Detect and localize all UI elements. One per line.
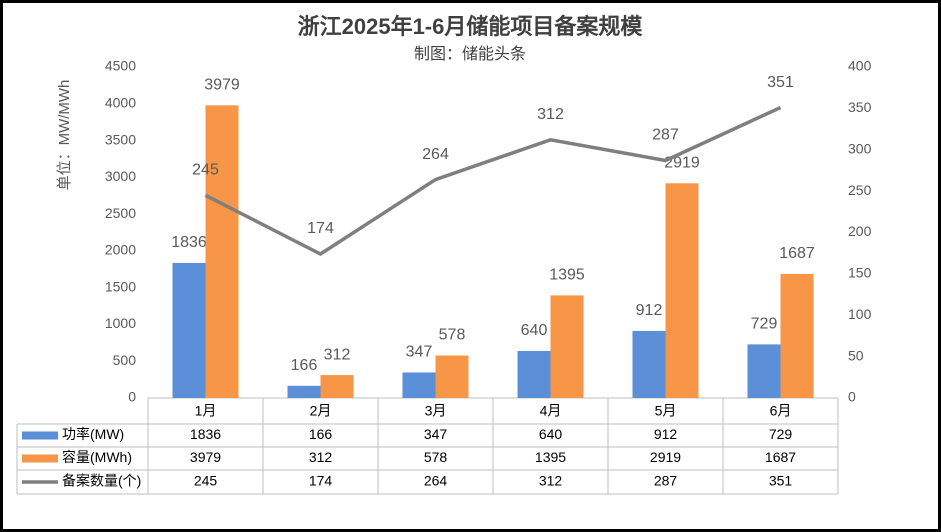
data-label: 312 (324, 346, 351, 363)
data-label: 264 (422, 146, 449, 163)
bar (550, 295, 584, 398)
y2-tick-label: 150 (848, 265, 872, 281)
y-tick-label: 3000 (105, 168, 136, 184)
table-cell: 174 (309, 473, 333, 489)
y2-tick-label: 250 (848, 182, 872, 198)
bar (632, 330, 666, 398)
data-label: 1687 (779, 245, 815, 262)
data-label: 1395 (549, 267, 585, 284)
y2-tick-label: 400 (848, 58, 872, 74)
table-cell: 1395 (535, 449, 566, 465)
bar (435, 355, 469, 398)
bar (665, 183, 699, 398)
bar (320, 375, 354, 398)
table-cell: 347 (424, 426, 448, 442)
legend-label: 备案数量(个) (62, 473, 141, 489)
bar (402, 372, 436, 398)
y-tick-label: 4500 (105, 58, 136, 74)
x-tick-label: 5月 (655, 403, 677, 419)
y-axis-label: 单位：MW/MWh (56, 80, 73, 191)
data-label: 174 (307, 220, 334, 237)
x-tick-label: 4月 (540, 403, 562, 419)
table-cell: 312 (309, 449, 333, 465)
table-cell: 287 (654, 473, 678, 489)
y-tick-label: 1500 (105, 278, 136, 294)
y2-tick-label: 0 (848, 389, 856, 405)
data-label: 640 (521, 322, 548, 339)
bar (172, 262, 206, 398)
table-cell: 3979 (190, 449, 221, 465)
table-cell: 1687 (765, 449, 796, 465)
y-tick-label: 2000 (105, 242, 136, 258)
data-label: 912 (636, 302, 663, 319)
y2-tick-label: 50 (848, 347, 864, 363)
table-cell: 640 (539, 426, 563, 442)
table-cell: 264 (424, 473, 448, 489)
bar (780, 273, 814, 398)
legend-label: 功率(MW) (62, 426, 124, 442)
table-cell: 2919 (650, 449, 681, 465)
bar (747, 344, 781, 398)
data-label: 578 (439, 327, 466, 344)
x-tick-label: 3月 (425, 403, 447, 419)
bar (517, 350, 551, 398)
data-label: 287 (652, 127, 679, 144)
legend-key (22, 454, 58, 463)
y2-tick-label: 200 (848, 223, 872, 239)
y-tick-label: 500 (113, 352, 137, 368)
data-label: 312 (537, 106, 564, 123)
line (204, 105, 782, 257)
y2-tick-label: 350 (848, 99, 872, 115)
table-cell: 729 (769, 426, 793, 442)
y-tick-label: 0 (128, 389, 136, 405)
table-cell: 312 (539, 473, 563, 489)
table-cell: 351 (769, 473, 793, 489)
data-label: 166 (291, 357, 318, 374)
data-label: 1836 (171, 234, 207, 251)
data-label: 347 (406, 344, 433, 361)
bar (287, 385, 321, 398)
y2-tick-label: 300 (848, 140, 872, 156)
data-label: 3979 (204, 77, 240, 94)
y-tick-label: 4000 (105, 94, 136, 110)
data-label: 351 (767, 74, 794, 91)
table-cell: 912 (654, 426, 678, 442)
chart-subtitle: 制图：储能头条 (414, 45, 526, 63)
table-cell: 245 (194, 473, 218, 489)
legend-key (22, 431, 58, 440)
y2-tick-label: 100 (848, 306, 872, 322)
table-cell: 578 (424, 449, 448, 465)
x-tick-label: 6月 (770, 403, 792, 419)
chart-title: 浙江2025年1-6月储能项目备案规模 (298, 14, 644, 39)
legend-label: 容量(MWh) (62, 449, 132, 465)
bar (205, 105, 239, 398)
y-tick-label: 3500 (105, 131, 136, 147)
data-label: 729 (751, 316, 778, 333)
x-tick-label: 2月 (310, 403, 332, 419)
data-label: 245 (192, 161, 219, 178)
table-cell: 1836 (190, 426, 221, 442)
y-tick-label: 2500 (105, 205, 136, 221)
table-cell: 166 (309, 426, 333, 442)
x-tick-label: 1月 (195, 403, 217, 419)
y-tick-label: 1000 (105, 315, 136, 331)
